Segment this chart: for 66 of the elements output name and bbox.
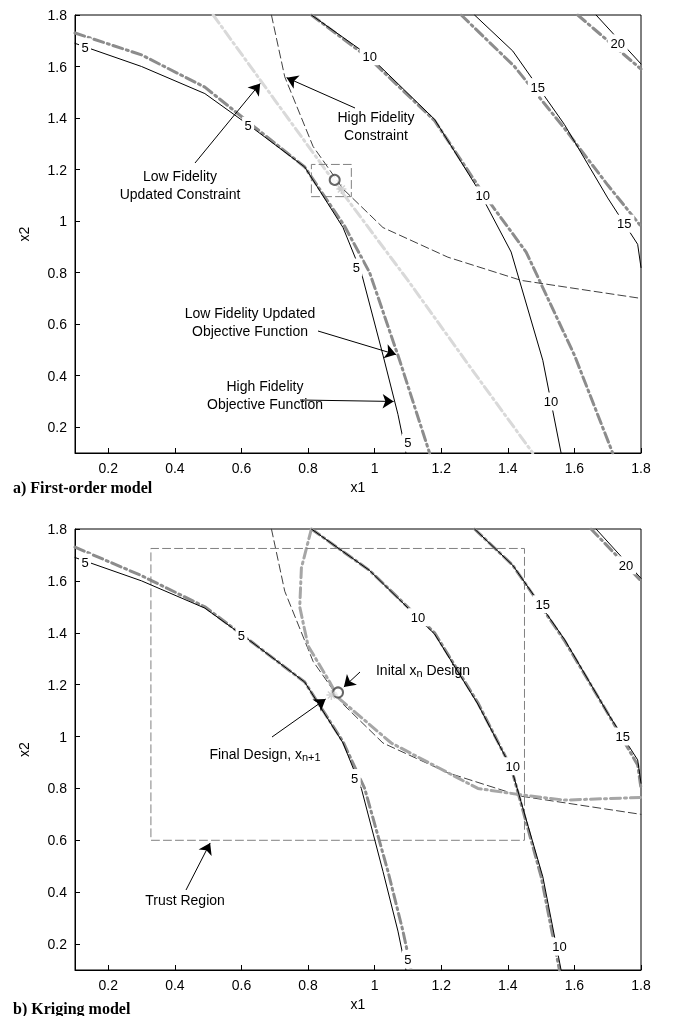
x-tick-label: 1.8 [631, 977, 651, 993]
y-axis-title: x2 [16, 741, 32, 757]
x-tick-label: 1.4 [498, 977, 518, 993]
y-tick-label: 0.8 [47, 780, 68, 797]
y-tick-label: 1.6 [47, 58, 68, 75]
x-tick-label: 1.6 [564, 977, 585, 993]
annotation: 15 [617, 216, 632, 232]
y-tick-label: 0.4 [47, 884, 68, 901]
x-tick-label: 1 [370, 460, 379, 476]
annotation: 15 [530, 79, 546, 95]
x-tick-label: 1.8 [631, 460, 651, 476]
annotation: Trust Region [145, 892, 225, 908]
x-tick-label: 1.6 [564, 460, 585, 476]
x-tick-label: 0.2 [98, 460, 119, 476]
y-tick-label: 0.2 [47, 936, 68, 953]
x-tick-label: 0.4 [165, 460, 185, 476]
annotation: 5 [351, 770, 359, 786]
y-tick-label: 0.4 [47, 367, 68, 384]
y-tick-label: 0.6 [47, 316, 68, 333]
x-tick-label: 1 [370, 977, 379, 993]
annotation: 15 [615, 729, 630, 745]
annotation: 5 [404, 435, 412, 451]
y-tick-label: 1.4 [47, 624, 68, 641]
annotation: 15 [535, 596, 551, 612]
annotation: 10 [505, 758, 521, 774]
annotation: 5 [352, 259, 360, 275]
annotation: 10 [410, 609, 426, 625]
y-tick-label: 1.8 [47, 7, 68, 23]
y-tick-label: 1.4 [47, 110, 68, 127]
y-tick-label: 1.8 [47, 521, 68, 537]
x-tick-label: 0.4 [165, 977, 185, 993]
x-tick-label: 0.2 [98, 977, 119, 993]
y-axis-title: x2 [16, 226, 32, 242]
x-tick-label: 0.8 [298, 977, 318, 993]
annotation: Final Design, xn+1 [209, 746, 321, 763]
x-tick-label: 1.2 [431, 977, 452, 993]
annotation: 5 [81, 39, 89, 55]
y-tick-label: 0.6 [47, 832, 68, 849]
annotation: 10 [362, 48, 377, 64]
text: a) First-order model [13, 478, 153, 497]
y-tick-label: 1.2 [47, 161, 68, 178]
x-tick-label: 1.2 [431, 460, 452, 476]
y-tick-label: 1.6 [47, 572, 68, 589]
y-tick-label: 0.2 [47, 419, 68, 436]
annotation: High Fidelity Constraint [337, 109, 415, 143]
annotation: Low Fidelity Updated Constraint [119, 168, 241, 202]
x-tick-label: 0.8 [298, 460, 318, 476]
x-tick-label: 0.6 [231, 460, 252, 476]
annotation: 10 [543, 393, 559, 409]
annotation: 20 [618, 557, 634, 573]
x-axis-title: x1 [350, 478, 366, 495]
annotation: 20 [610, 35, 625, 51]
x-axis-title: x1 [350, 995, 366, 1012]
y-tick-label: 1 [59, 728, 68, 745]
x-tick-label: 1.4 [498, 460, 518, 476]
y-tick-label: 1.2 [47, 676, 68, 693]
annotation: 5 [81, 555, 89, 571]
y-tick-label: 0.8 [47, 264, 68, 281]
annotation: 10 [475, 187, 491, 203]
annotation: 10 [552, 939, 567, 955]
annotation: Low Fidelity Updated Objective Function [184, 305, 316, 339]
x-tick-label: 0.6 [231, 977, 252, 993]
annotation: High Fidelity Objective Function [207, 378, 323, 412]
annotation: 5 [237, 627, 246, 643]
annotation: 5 [404, 952, 412, 968]
y-tick-label: 1 [59, 213, 68, 230]
